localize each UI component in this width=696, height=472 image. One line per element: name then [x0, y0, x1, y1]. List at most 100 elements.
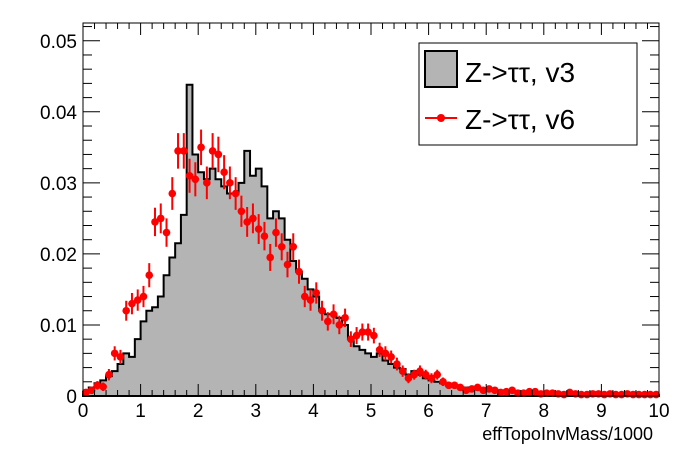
legend-v6-marker — [437, 114, 445, 122]
v6-data-point — [462, 386, 470, 395]
legend-v6-label: Z->ττ, v6 — [465, 104, 575, 135]
v6-data-point — [254, 225, 263, 233]
v6-data-point — [185, 171, 194, 180]
v6-data-point — [93, 381, 102, 390]
legend-v3-label: Z->ττ, v3 — [465, 57, 575, 88]
v6-data-point — [398, 367, 407, 375]
v6-data-point — [306, 296, 315, 304]
v6-data-point — [156, 214, 165, 223]
v6-data-point — [197, 143, 205, 152]
v6-data-point — [226, 179, 234, 187]
v6-data-point — [249, 214, 257, 223]
v6-data-point — [450, 381, 459, 390]
x-tick-label: 3 — [251, 401, 262, 422]
legend: Z->ττ, v3 Z->ττ, v6 — [418, 42, 638, 146]
v6-data-point — [82, 388, 90, 397]
v6-data-point — [87, 386, 96, 395]
v6-data-point — [318, 306, 326, 315]
v6-data-point — [295, 267, 303, 276]
v6-data-point — [133, 296, 142, 304]
x-tick-label: 4 — [308, 401, 319, 422]
legend-v3-swatch — [424, 50, 458, 88]
axes-layer: 0 1 2 3 4 5 6 7 8 9 10 0 0.01 0.02 0.03 0.04 0.05 — [40, 23, 670, 422]
y-tick-label: 0.01 — [40, 316, 77, 337]
v6-data-point — [145, 271, 154, 280]
v6-data-point — [485, 385, 493, 393]
y-tick-label: 0.03 — [40, 174, 77, 195]
v6-data-point — [393, 360, 401, 368]
v6-data-point — [168, 189, 177, 198]
y-tick-label: 0.04 — [40, 103, 77, 124]
v6-data-point — [421, 370, 430, 379]
v6-data-point — [347, 335, 355, 343]
v6-data-point — [341, 314, 349, 322]
v6-data-point — [473, 383, 482, 392]
x-tick-label: 9 — [596, 401, 607, 422]
v6-data-point — [237, 207, 246, 216]
v6-data-point — [300, 292, 309, 301]
v6-data-point — [416, 367, 424, 375]
v6-data-point — [491, 386, 499, 395]
v6-data-point — [508, 386, 516, 395]
x-axis-title: effTopoInvMass/1000 — [482, 424, 653, 444]
v6-data-point — [496, 388, 505, 397]
v6-data-point — [329, 310, 338, 319]
v6-data-point — [456, 383, 465, 392]
x-tick-label: 2 — [193, 401, 204, 422]
v6-data-point — [289, 243, 298, 251]
v6-data-point — [324, 317, 332, 326]
v6-data-point — [203, 179, 211, 187]
v6-data-point — [191, 175, 200, 184]
v6-data-point — [519, 389, 528, 397]
v6-data-point — [243, 218, 251, 226]
v6-data-point — [514, 389, 522, 397]
v6-data-point — [260, 232, 269, 240]
v6-data-point — [387, 353, 395, 361]
v6-data-point — [128, 299, 136, 308]
v6-data-point — [565, 388, 574, 397]
v6-data-point — [531, 387, 539, 396]
v6-data-point — [122, 306, 130, 315]
y-tick-label: 0.02 — [40, 245, 77, 266]
v6-data-point — [174, 147, 182, 155]
v6-data-point — [208, 147, 217, 155]
x-tick-label: 8 — [539, 401, 550, 422]
v6-data-point — [266, 253, 275, 262]
y-tick-label: 0 — [66, 387, 77, 408]
x-tick-label: 6 — [423, 401, 434, 422]
v6-data-point — [220, 168, 228, 176]
v6-data-point — [439, 377, 447, 386]
v6-data-point — [151, 218, 159, 226]
v6-data-point — [277, 243, 286, 251]
v6-data-point — [381, 349, 390, 358]
v6-data-point — [370, 331, 378, 340]
x-tick-label: 0 — [78, 401, 89, 422]
v6-data-point — [358, 328, 367, 336]
v6-points-layer — [82, 129, 660, 399]
v6-data-point — [375, 346, 384, 354]
v6-data-point — [525, 387, 534, 396]
v6-data-point — [548, 389, 557, 397]
v6-data-point — [162, 228, 171, 237]
v6-data-point — [479, 386, 488, 395]
v6-data-point — [99, 382, 107, 391]
v6-data-point — [180, 147, 188, 155]
v6-data-point — [110, 349, 119, 358]
v6-data-point — [542, 389, 551, 397]
v6-data-point — [444, 381, 453, 390]
v6-data-point — [105, 370, 113, 379]
v6-data-point — [214, 150, 223, 159]
v6-data-point — [312, 289, 321, 297]
v6-data-point — [231, 189, 240, 198]
v6-data-point — [352, 331, 361, 340]
v6-data-point — [335, 321, 344, 329]
v6-data-point — [364, 328, 372, 336]
v6-data-point — [468, 385, 476, 393]
x-tick-label: 10 — [648, 401, 669, 422]
v6-data-point — [502, 387, 511, 396]
v6-data-point — [433, 370, 442, 379]
v6-data-point — [410, 370, 419, 379]
v6-data-point — [283, 260, 292, 269]
x-tick-label: 1 — [135, 401, 146, 422]
v6-data-point — [404, 374, 413, 383]
